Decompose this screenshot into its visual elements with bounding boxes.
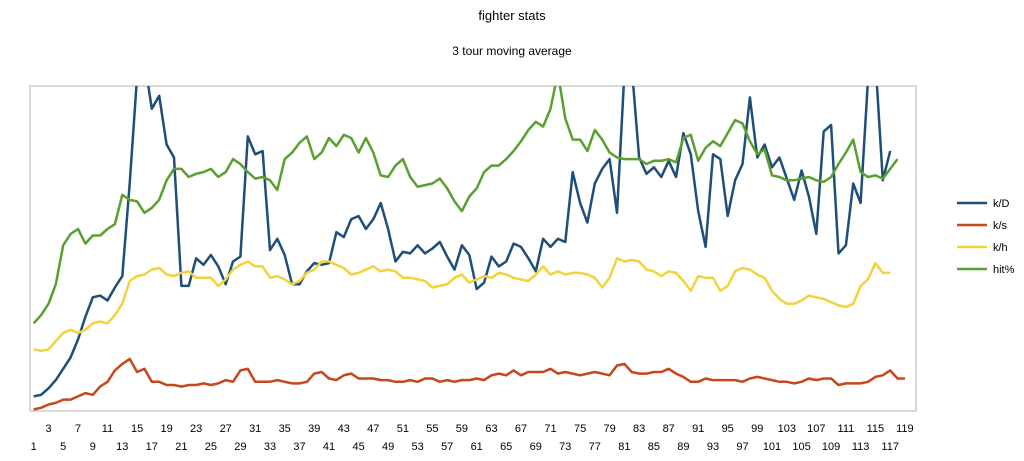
x-tick-label: 47 <box>367 423 379 435</box>
x-tick-label: 29 <box>234 441 246 453</box>
x-tick-label: 27 <box>220 423 232 435</box>
x-tick-label: 39 <box>308 423 320 435</box>
chart-title: fighter stats <box>478 8 546 23</box>
x-tick-label: 11 <box>102 423 113 435</box>
x-tick-label: 43 <box>338 423 350 435</box>
legend-label: k/s <box>993 220 1008 232</box>
x-tick-label: 1 <box>31 441 37 453</box>
x-tick-label: 13 <box>116 441 128 453</box>
x-tick-label: 111 <box>838 423 855 435</box>
x-tick-label: 53 <box>411 441 423 453</box>
x-tick-label: 119 <box>896 423 914 435</box>
x-tick-label: 75 <box>574 423 586 435</box>
x-tick-label: 49 <box>382 441 394 453</box>
x-tick-label: 15 <box>131 423 143 435</box>
legend-label: hit% <box>993 264 1015 276</box>
legend-label: k/h <box>993 242 1008 254</box>
x-tick-label: 37 <box>293 441 305 453</box>
x-tick-label: 3 <box>45 423 51 435</box>
x-tick-label: 85 <box>648 441 660 453</box>
x-tick-label: 5 <box>60 441 66 453</box>
x-tick-label: 73 <box>559 441 571 453</box>
series-layer <box>32 86 905 411</box>
x-tick-label: 59 <box>456 423 468 435</box>
x-tick-label: 113 <box>852 441 870 453</box>
legend: k/D k/s k/h hit% <box>957 198 1015 276</box>
x-tick-label: 63 <box>485 423 497 435</box>
x-tick-label: 109 <box>822 441 840 453</box>
x-tick-label: 55 <box>426 423 438 435</box>
x-tick-label: 51 <box>397 423 409 435</box>
x-tick-label: 89 <box>677 441 689 453</box>
x-tick-label: 35 <box>279 423 291 435</box>
x-tick-label: 95 <box>722 423 734 435</box>
plot-area <box>29 85 917 412</box>
x-tick-label: 45 <box>352 441 364 453</box>
x-tick-label: 71 <box>544 423 556 435</box>
x-tick-label: 87 <box>663 423 675 435</box>
x-tick-label: 103 <box>778 423 796 435</box>
x-tick-label: 79 <box>603 423 615 435</box>
x-tick-label: 17 <box>146 441 158 453</box>
x-tick-label: 23 <box>190 423 202 435</box>
chart-subtitle: 3 tour moving average <box>452 44 572 58</box>
x-tick-label: 41 <box>323 441 335 453</box>
x-tick-label: 7 <box>75 423 81 435</box>
x-tick-label: 57 <box>441 441 453 453</box>
x-tick-label: 81 <box>618 441 630 453</box>
series-line-hit <box>32 86 899 325</box>
x-tick-label: 97 <box>736 441 748 453</box>
series-line-ks <box>33 357 905 411</box>
x-tick-label: 9 <box>90 441 96 453</box>
x-tick-label: 25 <box>205 441 217 453</box>
x-tick-label: 61 <box>471 441 483 453</box>
x-tick-label: 99 <box>751 423 763 435</box>
x-tick-label: 21 <box>175 441 187 453</box>
x-tick-label: 101 <box>763 441 781 453</box>
x-tick-label: 69 <box>530 441 542 453</box>
series-line-kd <box>33 86 892 398</box>
series-line-kh <box>33 257 891 353</box>
x-tick-label: 91 <box>692 423 704 435</box>
x-tick-label: 19 <box>160 423 172 435</box>
x-tick-label: 83 <box>633 423 645 435</box>
x-tick-label: 77 <box>589 441 601 453</box>
x-tick-label: 31 <box>249 423 261 435</box>
legend-label: k/D <box>993 198 1010 210</box>
x-tick-label: 93 <box>707 441 719 453</box>
x-tick-label: 65 <box>500 441 512 453</box>
x-axis-ticks: 3 7 11 15 19 23 27 31 35 39 43 47 51 55 59 63 67 71 75 79 83… <box>31 423 914 453</box>
x-tick-label: 115 <box>867 423 885 435</box>
x-tick-label: 117 <box>881 441 899 453</box>
x-tick-label: 105 <box>792 441 810 453</box>
x-tick-label: 33 <box>264 441 276 453</box>
x-tick-label: 67 <box>515 423 527 435</box>
x-tick-label: 107 <box>807 423 825 435</box>
